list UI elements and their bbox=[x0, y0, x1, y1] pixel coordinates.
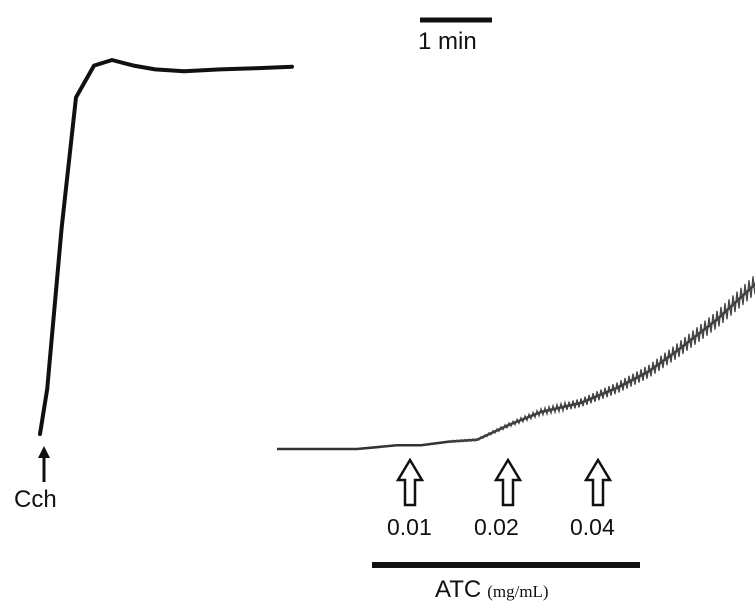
dose-label-2: 0.02 bbox=[474, 514, 519, 540]
drug-bar-label: ATC (mg/mL) bbox=[435, 578, 549, 602]
cch-trace bbox=[38, 58, 294, 436]
cch-label: Cch bbox=[14, 486, 57, 513]
drug-unit: (mg/mL) bbox=[487, 582, 549, 601]
dose-label-3: 0.04 bbox=[570, 514, 615, 540]
drug-name: ATC bbox=[435, 576, 482, 603]
scale-bar-label: 1 min bbox=[418, 28, 477, 55]
dose-label-1: 0.01 bbox=[387, 514, 432, 540]
dose-arrow-3-icon bbox=[583, 457, 613, 507]
dose-arrow-2-icon bbox=[493, 457, 523, 507]
atc-trace bbox=[277, 282, 755, 451]
cch-arrow-icon bbox=[38, 446, 50, 482]
dose-arrow-1-icon bbox=[395, 457, 425, 507]
atc-oscillation bbox=[448, 276, 755, 444]
